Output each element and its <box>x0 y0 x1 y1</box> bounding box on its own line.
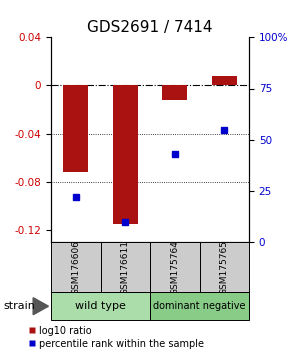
Bar <box>51 292 150 320</box>
Text: dominant negative: dominant negative <box>153 301 246 311</box>
Bar <box>150 242 200 292</box>
Bar <box>63 85 88 172</box>
Bar <box>162 85 187 100</box>
Text: GSM175765: GSM175765 <box>220 240 229 295</box>
Legend: log10 ratio, percentile rank within the sample: log10 ratio, percentile rank within the … <box>29 326 204 349</box>
Text: strain: strain <box>3 301 35 311</box>
Bar <box>200 242 249 292</box>
Bar <box>113 85 138 224</box>
Text: wild type: wild type <box>75 301 126 311</box>
Bar <box>212 76 237 85</box>
Text: GSM176606: GSM176606 <box>71 240 80 295</box>
Title: GDS2691 / 7414: GDS2691 / 7414 <box>87 19 213 35</box>
Polygon shape <box>33 298 49 315</box>
Bar <box>150 292 249 320</box>
Text: GSM175764: GSM175764 <box>170 240 179 295</box>
Bar <box>100 242 150 292</box>
Text: GSM176611: GSM176611 <box>121 240 130 295</box>
Bar <box>51 242 100 292</box>
